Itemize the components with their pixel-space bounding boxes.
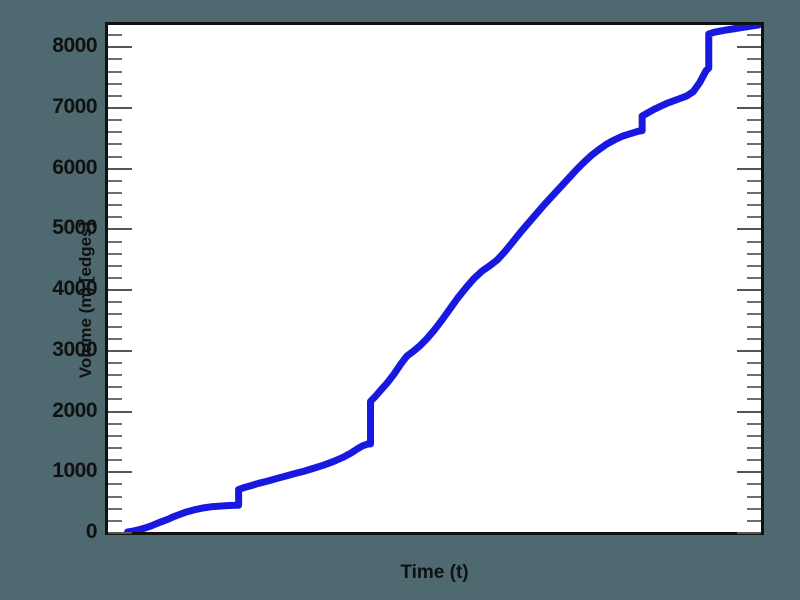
y-axis-major-tick [108,410,132,413]
y-axis-minor-tick [108,374,122,377]
y-axis-major-tick [108,167,132,170]
y-axis-tick-label: 6000 [52,155,97,179]
y-axis-minor-tick [108,216,122,219]
y-axis-minor-tick [108,301,122,304]
y-axis-major-tick [108,471,132,474]
y-axis-minor-tick [747,179,761,182]
y-axis-minor-tick [108,70,122,73]
y-axis-minor-tick [747,94,761,97]
y-axis-minor-tick [747,398,761,401]
y-axis-tick-label: 3000 [52,337,97,361]
y-axis-minor-tick [108,252,122,255]
y-axis-major-tick [737,532,761,534]
y-axis-major-tick [737,228,761,231]
y-axis-minor-tick [108,519,122,522]
y-axis-tick-label: 4000 [52,277,97,301]
y-axis-tick-label: 0 [85,520,98,543]
y-axis-minor-tick [747,325,761,328]
y-axis-tick-label: 1000 [52,459,97,483]
y-axis-minor-tick [108,361,122,364]
y-axis-major-tick [737,410,761,413]
y-axis-minor-tick [108,459,122,462]
series-volume-edges-polyline [124,25,761,532]
y-axis-minor-tick [108,276,122,279]
y-axis-minor-tick [108,422,122,425]
y-axis-minor-tick [747,119,761,122]
y-axis-minor-tick [747,58,761,61]
y-axis-minor-tick [747,483,761,486]
data-series-curve [124,25,761,532]
y-axis-major-tick [737,289,761,292]
y-axis-minor-tick [108,240,122,243]
y-axis-minor-tick [108,191,122,194]
y-axis-tick-label: 2000 [52,398,97,422]
y-axis-tick-label: 5000 [52,216,97,240]
y-axis-minor-tick [108,337,122,340]
y-axis-minor-tick [747,264,761,267]
x-axis-title: Time (t) [400,562,469,583]
y-axis-minor-tick [747,374,761,377]
y-axis-major-tick [108,532,132,534]
y-axis-minor-tick [108,446,122,449]
y-axis-minor-tick [108,495,122,498]
y-axis-minor-tick [747,131,761,134]
y-axis-minor-tick [747,34,761,37]
y-axis-major-tick [108,46,132,49]
y-axis-minor-tick [747,495,761,498]
y-axis-minor-tick [747,434,761,437]
y-axis-minor-tick [747,70,761,73]
y-axis-minor-tick [747,216,761,219]
y-axis-minor-tick [108,143,122,146]
y-axis-tick-label: 7000 [52,94,97,118]
plot-area [105,22,764,535]
y-axis-minor-tick [747,313,761,316]
y-axis-minor-tick [108,398,122,401]
y-axis-minor-tick [108,264,122,267]
y-axis-minor-tick [108,82,122,85]
y-axis-minor-tick [747,422,761,425]
y-axis-minor-tick [108,155,122,158]
y-axis-minor-tick [747,276,761,279]
y-axis-minor-tick [747,337,761,340]
y-axis-tick-label: 8000 [52,34,97,58]
y-axis-minor-tick [747,301,761,304]
y-axis-minor-tick [108,119,122,122]
y-axis-minor-tick [747,446,761,449]
y-axis-major-tick [737,106,761,109]
y-axis-major-tick [108,228,132,231]
y-axis-major-tick [108,289,132,292]
y-axis-minor-tick [108,483,122,486]
y-axis-minor-tick [747,82,761,85]
y-axis-minor-tick [747,155,761,158]
y-axis-minor-tick [108,94,122,97]
y-axis-minor-tick [108,179,122,182]
y-axis-minor-tick [747,252,761,255]
y-axis-minor-tick [747,386,761,389]
y-axis-minor-tick [108,386,122,389]
y-axis-minor-tick [108,313,122,316]
y-axis-major-tick [737,167,761,170]
y-axis-minor-tick [108,507,122,510]
y-axis-minor-tick [108,131,122,134]
y-axis-minor-tick [108,58,122,61]
y-axis-minor-tick [108,434,122,437]
y-axis-minor-tick [108,325,122,328]
y-axis-major-tick [737,46,761,49]
y-axis-major-tick [108,349,132,352]
y-axis-minor-tick [108,34,122,37]
y-axis-major-tick [737,471,761,474]
y-axis-minor-tick [747,191,761,194]
y-axis-minor-tick [747,361,761,364]
y-axis-minor-tick [747,240,761,243]
y-axis-minor-tick [747,507,761,510]
y-axis-minor-tick [747,519,761,522]
y-axis-minor-tick [747,459,761,462]
y-axis-major-tick [737,349,761,352]
y-axis-minor-tick [108,204,122,207]
y-axis-tick-labels: 0 1000 2000 3000 4000 5000 6000 7000 8000 [0,0,97,600]
y-axis-major-tick [108,106,132,109]
y-axis-minor-tick [747,143,761,146]
y-axis-minor-tick [747,204,761,207]
